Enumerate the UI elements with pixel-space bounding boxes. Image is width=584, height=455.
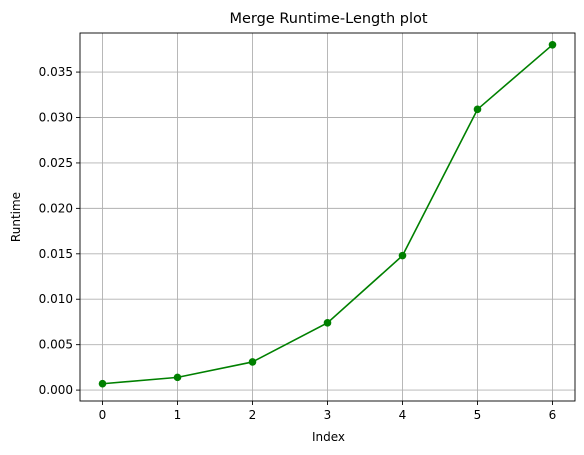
y-tick-label: 0.010 — [39, 292, 73, 306]
y-tick-label: 0.005 — [39, 338, 73, 352]
y-tick-label: 0.025 — [39, 156, 73, 170]
chart-title: Merge Runtime-Length plot — [229, 11, 427, 27]
y-tick-label: 0.000 — [39, 383, 73, 397]
y-tick-label: 0.015 — [39, 247, 73, 261]
series-line-group — [98, 41, 557, 388]
x-tick-label: 5 — [474, 408, 482, 422]
y-tick-label: 0.020 — [39, 201, 73, 215]
x-ticks: 0 1 2 3 4 5 6 — [99, 401, 557, 422]
x-tick-label: 2 — [249, 408, 257, 422]
x-tick-label: 6 — [549, 408, 557, 422]
x-axis-label: Index — [312, 430, 345, 444]
data-point — [173, 373, 182, 382]
x-tick-label: 0 — [99, 408, 107, 422]
data-point — [248, 358, 257, 366]
y-tick-label: 0.035 — [39, 65, 73, 79]
y-axis-label: Runtime — [9, 192, 23, 242]
x-tick-label: 3 — [324, 408, 332, 422]
data-point — [98, 379, 107, 388]
grid — [80, 33, 575, 401]
data-point — [473, 105, 482, 114]
y-tick-label: 0.030 — [39, 111, 73, 125]
data-point — [323, 319, 332, 327]
x-tick-label: 1 — [174, 408, 182, 422]
y-ticks: 0.000 0.005 0.010 0.015 0.020 0.025 0.030 0.035 — [39, 65, 80, 397]
data-point — [398, 251, 407, 260]
x-tick-label: 4 — [399, 408, 407, 422]
data-point — [548, 41, 557, 49]
